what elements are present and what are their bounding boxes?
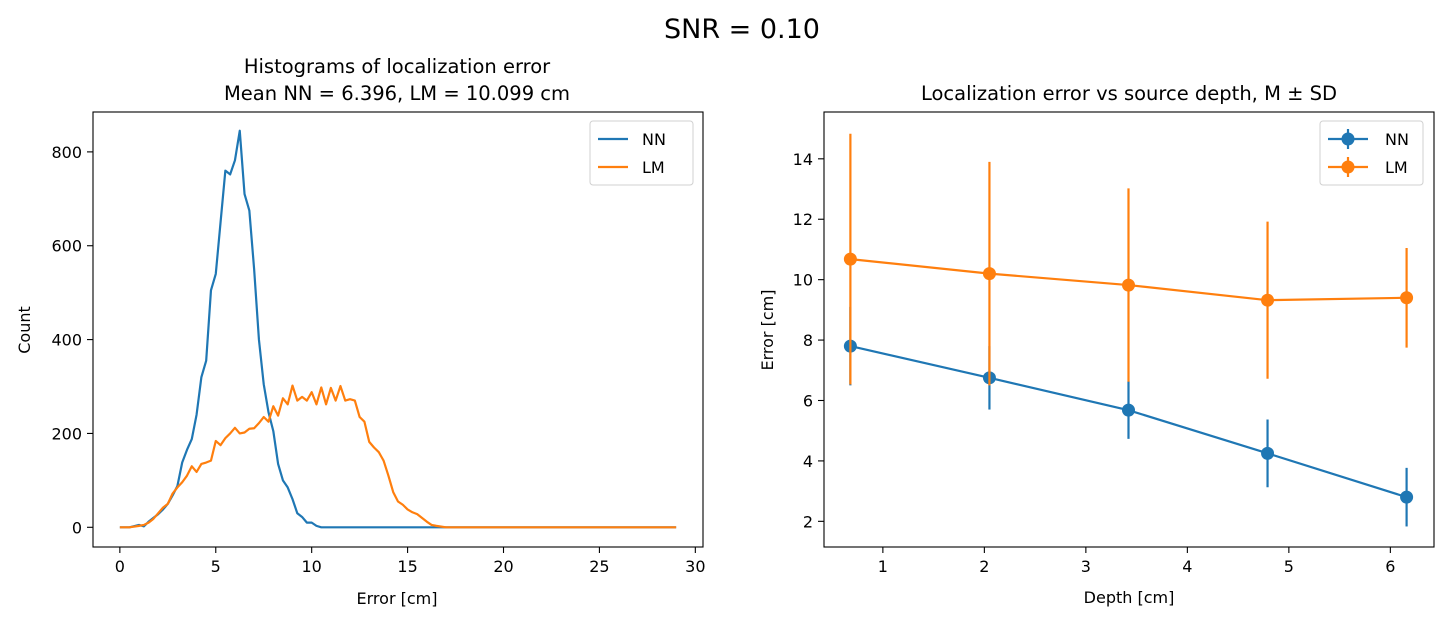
data-point	[1261, 293, 1275, 307]
histogram-chart: Histograms of localization error Mean NN…	[15, 55, 706, 608]
data-point	[1121, 278, 1135, 292]
histogram-frame	[92, 111, 704, 548]
data-point	[982, 267, 996, 281]
x-tick-label: 4	[1182, 557, 1192, 576]
y-tick-label: 600	[51, 237, 82, 256]
y-tick-label: 4	[803, 452, 813, 471]
x-tick-label: 6	[1385, 557, 1395, 576]
errorbar-xlabel: Depth [cm]	[1084, 588, 1175, 607]
y-tick-label: 0	[72, 518, 82, 537]
x-tick-label: 25	[589, 557, 609, 576]
x-tick-label: 10	[301, 557, 321, 576]
x-tick-label: 5	[211, 557, 221, 576]
y-tick-label: 800	[51, 143, 82, 162]
y-tick-label: 200	[51, 424, 82, 443]
data-point	[843, 252, 857, 266]
data-point	[1400, 490, 1414, 504]
y-tick-label: 12	[793, 210, 813, 229]
errorbar-plot-area	[843, 133, 1414, 527]
errorbar-frame	[823, 111, 1435, 548]
figure-suptitle: SNR = 0.10	[664, 14, 820, 45]
y-tick-label: 14	[793, 150, 813, 169]
x-tick-label: 5	[1284, 557, 1294, 576]
y-tick-label: 10	[793, 271, 813, 290]
y-tick-label: 8	[803, 331, 813, 350]
x-tick-label: 3	[1081, 557, 1091, 576]
histogram-legend: NN LM	[589, 120, 694, 186]
legend-label-lm: LM	[642, 158, 665, 177]
histogram-subtitle: Mean NN = 6.396, LM = 10.099 cm	[224, 82, 570, 105]
series-line-nn	[119, 129, 677, 529]
errorbar-chart: Localization error vs source depth, M ± …	[758, 82, 1435, 607]
errorbar-legend: NN LM	[1319, 120, 1424, 186]
x-tick-label: 30	[685, 557, 705, 576]
legend-label-nn: NN	[1385, 130, 1409, 149]
series-lm	[843, 133, 1414, 386]
histogram-ylabel: Count	[15, 306, 34, 354]
histogram-axes: 0 5 10 15 20 25 30 0 200 400 600 800	[51, 143, 705, 576]
legend-swatch-nn	[1328, 129, 1368, 149]
histogram-title: Histograms of localization error	[244, 55, 551, 78]
x-tick-label: 15	[397, 557, 417, 576]
series-line-lm	[119, 384, 677, 529]
y-tick-label: 2	[803, 512, 813, 531]
x-tick-label: 20	[493, 557, 513, 576]
y-tick-label: 6	[803, 391, 813, 410]
data-point	[1261, 446, 1275, 460]
data-point	[1121, 403, 1135, 417]
x-tick-label: 1	[878, 557, 888, 576]
x-tick-label: 0	[115, 557, 125, 576]
y-tick-label: 400	[51, 331, 82, 350]
histogram-plot-area	[119, 129, 677, 529]
legend-swatch-lm	[1328, 157, 1368, 177]
histogram-xlabel: Error [cm]	[357, 589, 438, 608]
data-point	[1400, 291, 1414, 305]
x-tick-label: 2	[979, 557, 989, 576]
legend-label-nn: NN	[642, 130, 666, 149]
errorbar-title: Localization error vs source depth, M ± …	[921, 82, 1337, 105]
legend-label-lm: LM	[1385, 158, 1408, 177]
errorbar-ylabel: Error [cm]	[758, 290, 777, 371]
